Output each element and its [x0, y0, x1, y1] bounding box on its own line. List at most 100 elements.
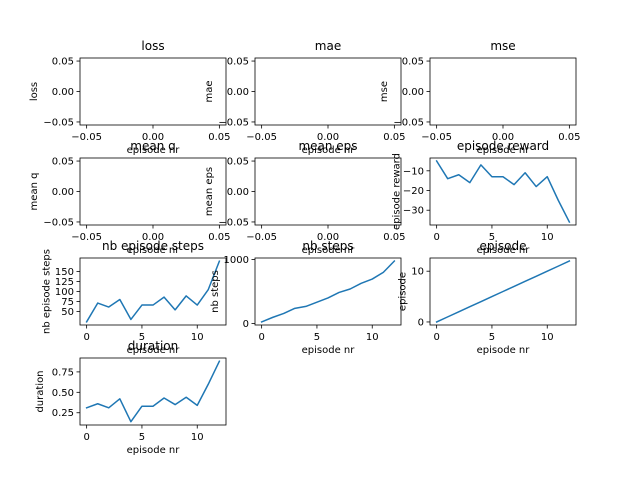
y-tick-label: 0.05	[52, 157, 74, 168]
x-axis-label: episode nr	[127, 245, 181, 256]
y-axis-label: nb steps	[210, 270, 221, 313]
y-tick-label: 0.00	[52, 187, 74, 198]
x-tick-label: 0.05	[383, 232, 405, 243]
y-tick-label: −30	[403, 206, 424, 217]
series-line	[85, 260, 221, 323]
axes-frame	[429, 257, 577, 326]
chart-title: mse	[490, 39, 515, 53]
x-tick-label: 10	[541, 332, 554, 343]
y-tick-label: 0.05	[227, 157, 249, 168]
chart-title: nb episode steps	[102, 239, 204, 253]
x-tick-label: 10	[191, 432, 204, 443]
x-tick-label: 5	[314, 332, 320, 343]
x-tick-label: 10	[366, 332, 379, 343]
chart-title: mean q	[130, 139, 175, 153]
y-tick-label: −0.05	[218, 117, 249, 128]
x-tick-label: −0.05	[421, 132, 452, 143]
y-tick-label: 75	[61, 297, 74, 308]
subplot-mean-eps: mean eps−0.05 0.00 0.05−0.050.000.05episod…	[204, 139, 405, 256]
x-tick-label: 0.00	[142, 132, 164, 143]
series-line	[85, 360, 221, 423]
series-line	[435, 159, 571, 224]
y-tick-label: 150	[55, 267, 74, 278]
y-tick-label: 0.00	[227, 87, 249, 98]
axes-frame	[254, 257, 402, 326]
y-tick-label: 0.05	[402, 57, 424, 68]
x-tick-label: 0.00	[492, 132, 514, 143]
y-tick-label: 125	[55, 277, 74, 288]
y-axis-label: nb episode steps	[41, 249, 52, 334]
x-tick-label: 5	[139, 432, 145, 443]
chart-title: mae	[315, 39, 341, 53]
x-tick-label: −0.05	[246, 232, 277, 243]
x-tick-label: 0.05	[383, 132, 405, 143]
x-axis-label: episode nr	[302, 245, 356, 256]
chart-title: duration	[128, 339, 179, 353]
chart-title: episode	[480, 239, 527, 253]
y-tick-label: 10	[411, 267, 424, 278]
x-tick-label: 5	[489, 232, 495, 243]
series-line	[435, 260, 571, 323]
x-tick-label: −0.05	[246, 132, 277, 143]
x-tick-label: 0.00	[317, 132, 339, 143]
y-tick-label: 0.00	[227, 187, 249, 198]
x-tick-label: 10	[541, 232, 554, 243]
subplot-loss: loss −0.05 0.00 0.05 −0.05 0.00 0.05 episode nr…	[29, 39, 230, 156]
y-tick-label: 0.05	[227, 57, 249, 68]
y-axis-label: duration	[35, 370, 46, 412]
y-tick-label: 0.00	[402, 87, 424, 98]
subplot-mse: mse −0.05 0.00 0.05 −0.05 0.00 0.05 episode nr m…	[379, 39, 580, 156]
y-axis-label: loss	[29, 82, 40, 101]
y-axis-label: episode reward	[391, 153, 402, 230]
x-tick-label: 10	[191, 332, 204, 343]
y-axis-label: mean eps	[204, 167, 215, 216]
x-axis-label: episode nr	[477, 245, 531, 256]
x-tick-label: 0.00	[317, 232, 339, 243]
y-tick-label: −0.05	[218, 217, 249, 228]
y-tick-label: 100	[55, 287, 74, 298]
x-tick-label: 0	[83, 332, 89, 343]
y-axis-label: mse	[379, 81, 390, 102]
y-tick-label: 0.75	[52, 367, 74, 378]
x-tick-label: 0.05	[208, 232, 230, 243]
x-tick-label: −0.05	[71, 232, 102, 243]
y-tick-label: −10	[403, 166, 424, 177]
series-line	[260, 260, 396, 323]
y-tick-label: 0.25	[52, 408, 74, 419]
x-tick-label: −0.05	[71, 132, 102, 143]
x-axis-label: episode nr	[127, 445, 181, 456]
y-tick-label: 0	[418, 317, 424, 328]
x-axis-label: episode nr	[127, 345, 181, 356]
y-tick-label: 0	[243, 319, 249, 330]
x-axis-label: episode nr	[302, 345, 356, 356]
y-tick-label: 0.05	[52, 57, 74, 68]
y-tick-label: −0.05	[43, 217, 74, 228]
y-tick-label: 0.50	[52, 388, 74, 399]
x-axis-label: episode nr	[477, 345, 531, 356]
axes-frame	[254, 157, 402, 226]
chart-title: nb steps	[302, 239, 353, 253]
x-axis-label: episode nr	[127, 145, 181, 156]
chart-title: mean eps	[298, 139, 357, 153]
x-tick-label: 0	[83, 432, 89, 443]
axes-frame	[429, 157, 577, 226]
x-tick-label: 0.00	[142, 232, 164, 243]
y-tick-label: 1000	[224, 255, 249, 266]
subplot-mean-q: mean q −0.05 0.00 0.05 −0.05 0.00 0.05 episode …	[29, 139, 230, 256]
x-tick-label: 5	[139, 332, 145, 343]
x-tick-label: 0	[433, 332, 439, 343]
x-axis-label: episode nr	[302, 145, 356, 156]
x-tick-label: 0	[433, 232, 439, 243]
chart-title: episode reward	[457, 139, 549, 153]
y-tick-label: −20	[403, 186, 424, 197]
axes-frame	[79, 357, 227, 426]
chart-title: loss	[141, 39, 164, 53]
y-axis-label: mae	[204, 80, 215, 102]
